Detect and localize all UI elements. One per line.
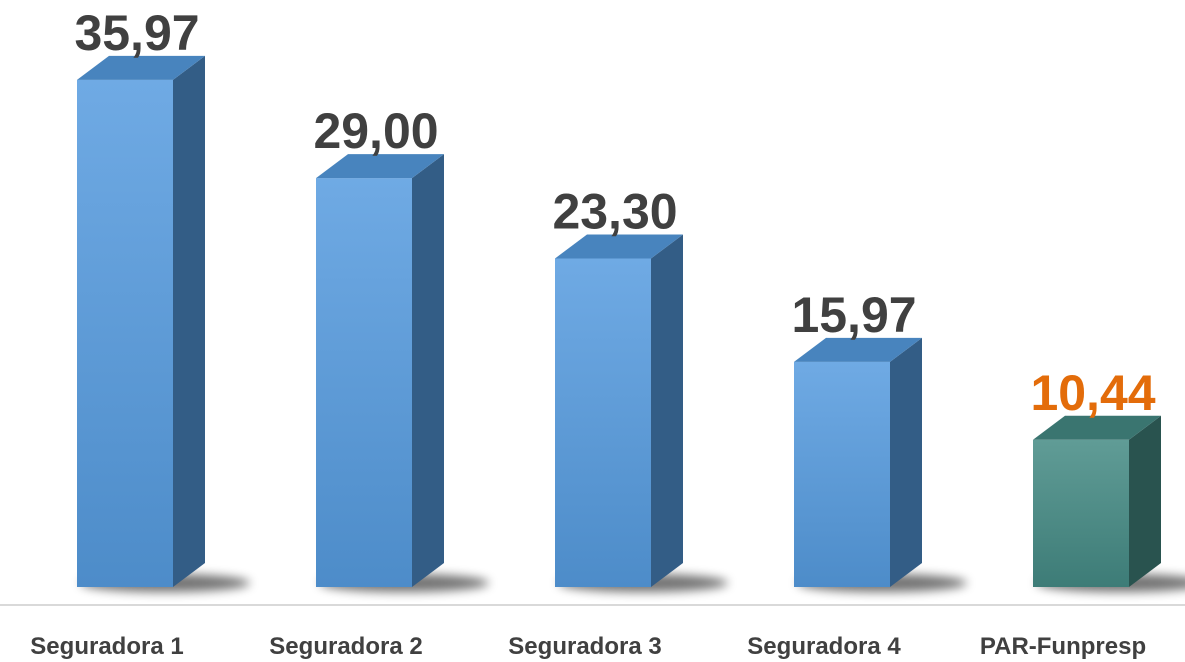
bar: [316, 178, 412, 587]
bar-group: [77, 55, 250, 592]
value-label: 15,97: [791, 287, 916, 343]
bar-top: [1033, 415, 1161, 440]
bar-group: [316, 154, 489, 592]
bar: [1033, 439, 1129, 587]
bar-group: [555, 234, 728, 592]
bar-group: [1033, 415, 1185, 592]
bar-group: [794, 337, 967, 592]
x-tick-label: PAR-Funpresp: [980, 633, 1146, 660]
x-tick-label: Seguradora 3: [508, 633, 661, 660]
bar-side: [1129, 415, 1161, 587]
bar-side: [173, 55, 205, 588]
x-tick-label: Seguradora 4: [747, 633, 901, 660]
value-label: 10,44: [1030, 365, 1155, 421]
x-tick-label: Seguradora 1: [30, 633, 183, 660]
bar-top: [77, 55, 205, 80]
bar-side: [890, 337, 922, 587]
bar-side: [651, 234, 683, 587]
value-label: 29,00: [313, 103, 438, 159]
x-tick-label: Seguradora 2: [269, 633, 422, 660]
bar-side: [412, 154, 444, 587]
value-label: 23,30: [552, 183, 677, 239]
bar: [555, 258, 651, 587]
bar-top: [316, 154, 444, 179]
bar-top: [794, 337, 922, 362]
bar: [794, 361, 890, 587]
bar-top: [555, 234, 683, 259]
value-label: 35,97: [74, 5, 199, 61]
bar: [77, 79, 173, 587]
